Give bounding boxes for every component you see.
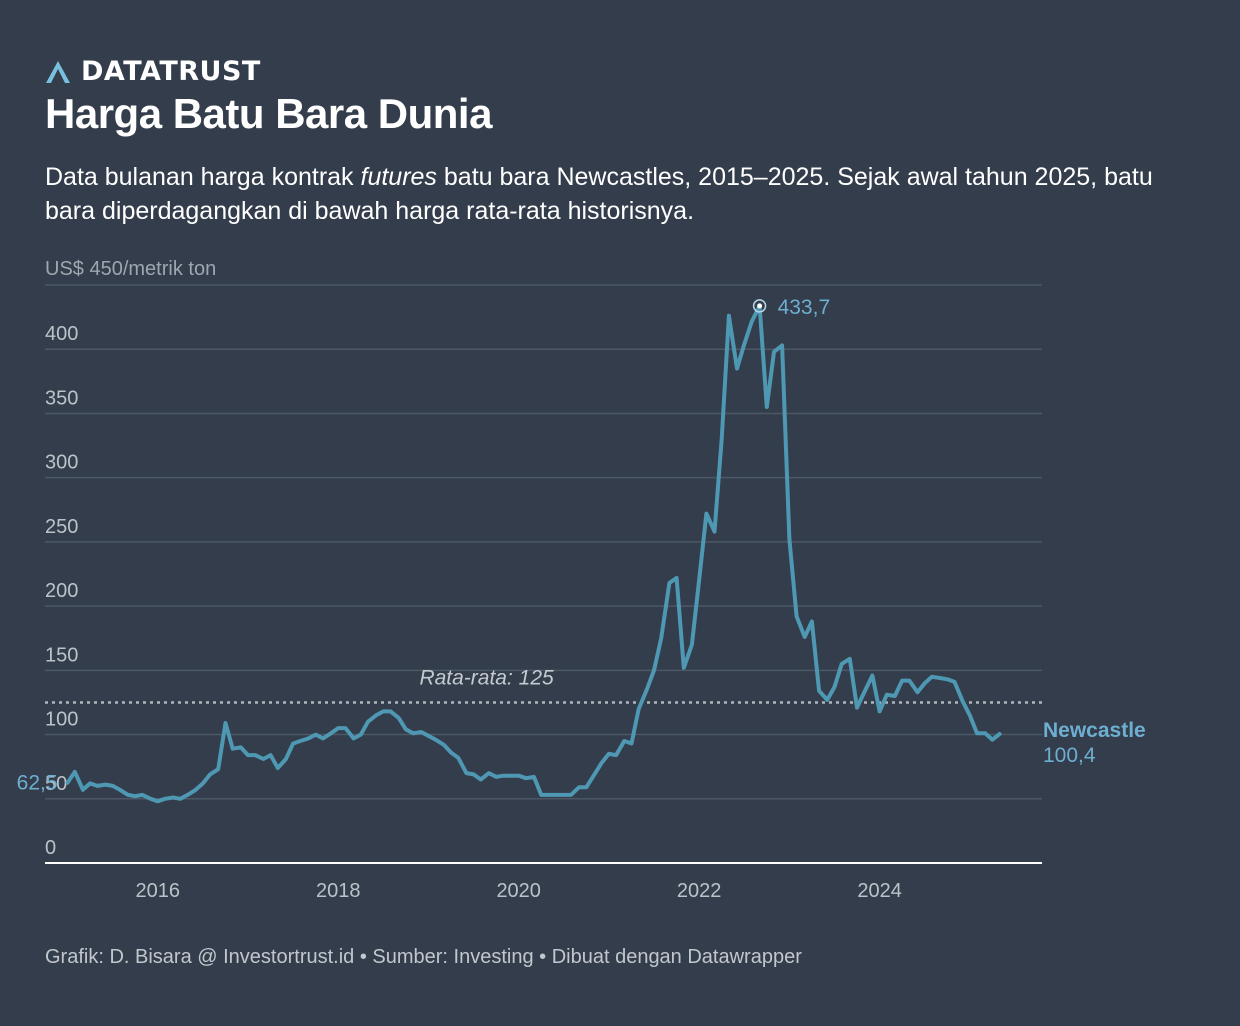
peak-marker [752, 299, 767, 313]
chart-subtitle: Data bulanan harga kontrak futures batu … [45, 160, 1195, 228]
x-tick-label: 2022 [677, 880, 722, 902]
peak-value-label: 433,7 [778, 296, 831, 319]
y-tick-label: 50 [45, 773, 67, 795]
subtitle-part-1: Data bulanan harga kontrak [45, 163, 361, 191]
x-tick-label: 2024 [857, 880, 902, 902]
x-tick-label: 2020 [496, 880, 541, 902]
y-tick-label: 150 [45, 644, 78, 666]
datatrust-logo-icon [46, 60, 70, 83]
brand-name: DATATRUST [81, 56, 261, 87]
x-tick-label: 2018 [316, 880, 361, 902]
y-tick-label: 300 [45, 452, 78, 474]
subtitle-part-2: batu bara Newcastles, 2015–2025. Sejak a… [45, 163, 1153, 225]
y-tick-label: 250 [45, 516, 78, 538]
y-tick-label: 0 [45, 837, 56, 859]
line-chart: US$ 450/metrik ton 0 50 100 150 200 250 300 350 4… [17, 258, 1146, 902]
y-tick-label: 350 [45, 387, 78, 409]
subtitle-italic: futures [360, 163, 437, 191]
brand: DATATRUST [45, 56, 261, 87]
y-tick-label: 400 [45, 323, 78, 345]
y-tick-label: 100 [45, 709, 78, 731]
start-value-label: 62,5 [17, 772, 58, 795]
x-tick-label: 2016 [136, 880, 181, 902]
peak-marker-dot [757, 303, 763, 309]
y-axis-title: US$ 450/metrik ton [45, 258, 216, 280]
y-tick-label: 200 [45, 580, 78, 602]
series-name-label: Newcastle [1043, 719, 1146, 742]
chart-title: Harga Batu Bara Dunia [45, 90, 492, 137]
average-label: Rata-rata: 125 [419, 666, 554, 689]
series-line-newcastle [65, 303, 1002, 804]
footer-credits: Grafik: D. Bisara @ Investortrust.id • S… [45, 946, 802, 968]
end-value-label: 100,4 [1043, 744, 1096, 767]
